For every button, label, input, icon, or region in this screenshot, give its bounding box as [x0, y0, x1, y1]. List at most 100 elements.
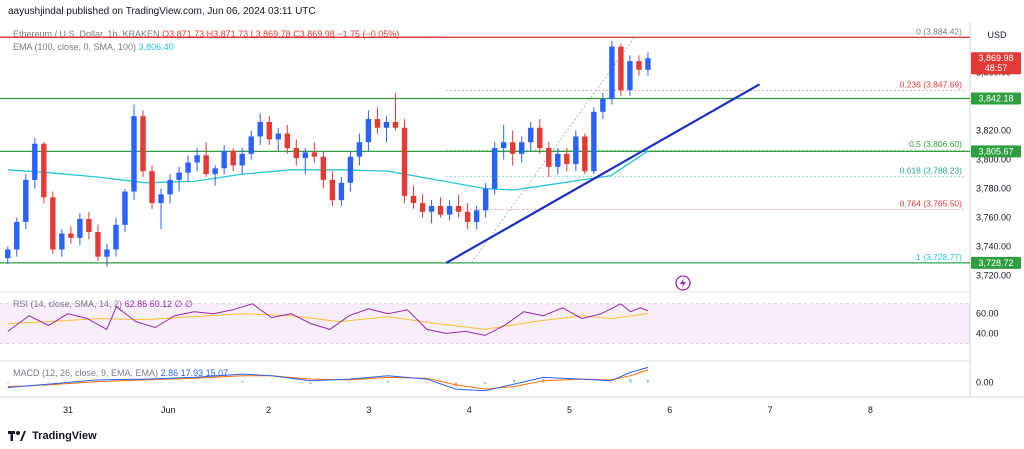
candle-body: [14, 221, 20, 250]
ohlc-values: O3,871.73 H3,871.73 L3,869.78 C3,869.98 …: [162, 29, 400, 39]
candle-body: [428, 205, 435, 212]
candle-body: [491, 148, 498, 189]
fib-level-label: 1 (3,728.77): [916, 252, 962, 262]
published-text: published on TradingView.com, Jun 06, 20…: [66, 6, 316, 17]
candle-body: [455, 205, 462, 212]
main-legend: Ethereum / U.S. Dollar, 1h, KRAKEN O3,87…: [13, 29, 399, 39]
publisher-header: aayushjindal published on TradingView.co…: [8, 6, 316, 17]
candle-body: [59, 233, 65, 250]
rsi-tick-label: 60.00: [976, 309, 999, 319]
price-label-box: [971, 52, 1021, 75]
candle-body: [464, 211, 471, 222]
candle-body: [392, 121, 399, 128]
candle-body: [482, 188, 489, 211]
macd-histogram-bar: [47, 381, 50, 383]
candle-body: [645, 58, 651, 70]
macd-histogram-bar: [144, 381, 147, 383]
candle-body: [104, 249, 110, 257]
fib-level-label: 0.5 (3,806.60): [909, 139, 962, 149]
symbol-title[interactable]: Ethereum / U.S. Dollar, 1h, KRAKEN: [13, 29, 160, 39]
candle-body: [347, 156, 354, 183]
macd-tick-label: 0.00: [976, 377, 994, 387]
candle-body: [266, 121, 272, 140]
rsi-band: [0, 303, 970, 344]
macd-histogram-bar: [513, 379, 516, 383]
author-name[interactable]: aayushjindal: [8, 6, 64, 17]
macd-histogram-bar: [270, 382, 273, 383]
ema-line: [7, 150, 649, 191]
y-tick-label: 3,740.00: [976, 242, 1011, 252]
macd-histogram-bar: [348, 381, 351, 383]
macd-histogram-bar: [646, 380, 649, 383]
macd-histogram-bar: [6, 382, 9, 384]
candle-body: [248, 136, 254, 154]
x-tick-label: 6: [667, 405, 672, 415]
x-tick-label: 4: [467, 405, 472, 415]
candle-body: [113, 224, 119, 250]
price-label-box: [971, 145, 1021, 158]
candle-body: [627, 61, 633, 91]
candle-body: [528, 127, 534, 143]
macd-histogram-bar: [484, 382, 486, 385]
candle-body: [338, 182, 345, 201]
y-tick-label: 3,800.00: [976, 155, 1011, 165]
rsi-tick-label: 40.00: [976, 328, 999, 338]
x-tick-label: 8: [868, 405, 873, 415]
macd-title[interactable]: MACD (12, 26, close, 9, EMA, EMA): [13, 368, 159, 378]
candle-body: [320, 156, 327, 180]
candle-body: [356, 142, 363, 157]
candle-body: [618, 46, 624, 91]
candle-body: [131, 116, 137, 192]
candle-body: [86, 219, 92, 233]
price-label-box: [971, 92, 1021, 105]
candle-body: [68, 233, 74, 238]
x-tick-label: 3: [366, 405, 371, 415]
candle-body: [564, 153, 570, 164]
candle-body: [636, 61, 642, 70]
candle-body: [573, 136, 579, 164]
candle-body: [32, 143, 38, 180]
candle-body: [239, 153, 245, 166]
price-label: 3,842.18: [978, 94, 1013, 104]
candle-body: [41, 143, 47, 198]
price-label: 3,805.67: [978, 146, 1013, 156]
candle-body: [555, 153, 561, 167]
candle-body: [77, 219, 83, 238]
fib-level-label: 0 (3,884.42): [916, 26, 962, 36]
candle-body: [473, 210, 480, 222]
candle-body: [221, 150, 227, 169]
candle-body: [158, 194, 164, 204]
macd-histogram-bar: [610, 382, 613, 384]
macd-values: 2.86 17.93 15.07: [160, 368, 229, 378]
candle-body: [311, 152, 318, 157]
candle-body: [383, 121, 390, 128]
alert-icon[interactable]: [675, 275, 691, 291]
brand-name: TradingView: [32, 430, 97, 442]
macd-histogram-bar: [387, 380, 389, 383]
candle-body: [546, 148, 552, 167]
fib-level-label: 0.236 (3,847.69): [900, 80, 963, 90]
candle-body: [446, 205, 453, 215]
x-tick-label: 31: [63, 405, 73, 415]
ema-title[interactable]: EMA (100, close, 0, SMA, 100): [13, 42, 137, 52]
macd-histogram-bar: [309, 382, 312, 385]
y-tick-label: 3,760.00: [976, 213, 1011, 223]
candle-body: [302, 152, 309, 159]
candle-body: [293, 148, 300, 159]
candle-body: [519, 142, 525, 154]
candle-body: [600, 98, 606, 112]
candle-body: [582, 136, 588, 172]
macd-histogram-bar: [425, 382, 428, 384]
y-tick-label: 3,720.00: [976, 271, 1011, 281]
candle-body: [140, 116, 146, 172]
tradingview-brand[interactable]: TradingView: [8, 430, 97, 442]
macd-legend: MACD (12, 26, close, 9, EMA, EMA) 2.86 1…: [13, 368, 228, 378]
x-tick-label: Jun: [161, 405, 176, 415]
candle-body: [329, 179, 336, 201]
macd-line: [7, 366, 649, 392]
countdown-label: 48:57: [985, 63, 1008, 73]
candle-body: [95, 232, 101, 257]
rsi-ma-line: [7, 313, 649, 330]
ema-value: 3,806.40: [138, 42, 174, 52]
